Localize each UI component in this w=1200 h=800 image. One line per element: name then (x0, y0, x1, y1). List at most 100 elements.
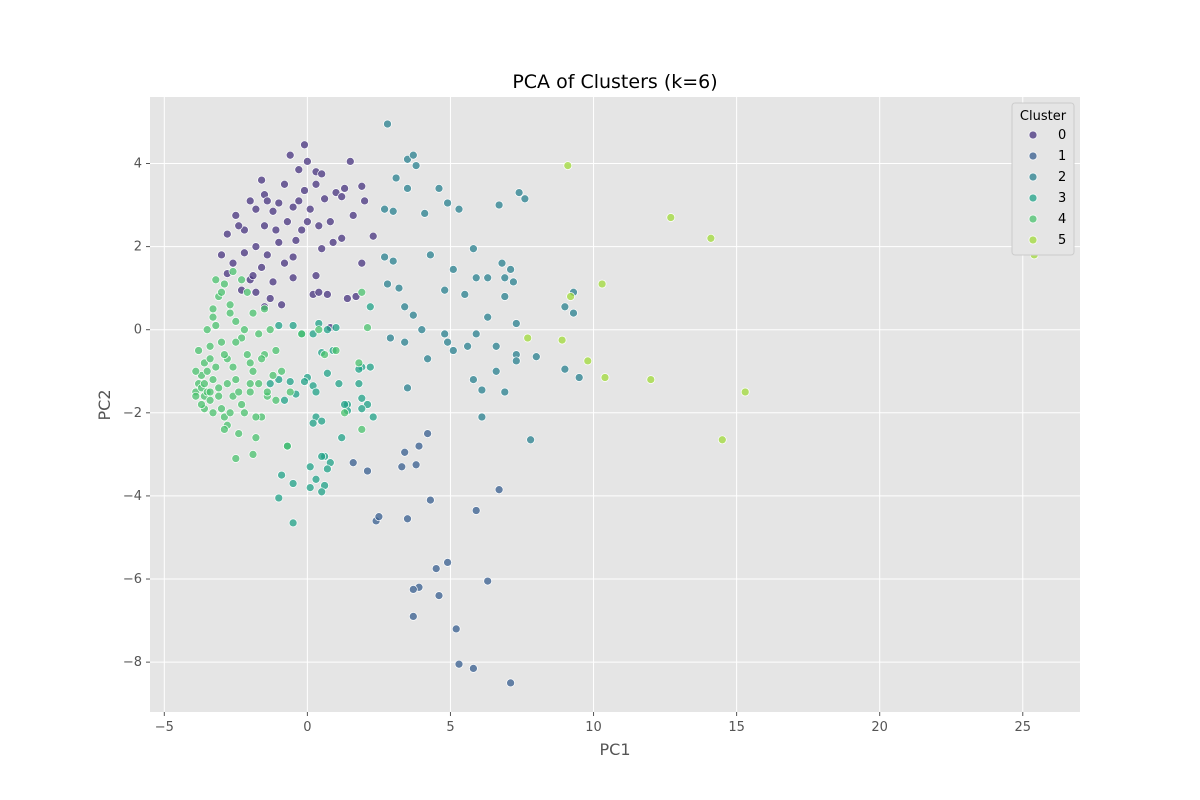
data-point-cluster-0 (268, 277, 278, 287)
data-point-cluster-2 (531, 352, 541, 362)
data-point-cluster-0 (274, 198, 284, 208)
data-point-cluster-5 (563, 161, 573, 170)
data-point-cluster-0 (320, 194, 329, 204)
data-point-cluster-4 (231, 337, 241, 347)
data-point-cluster-0 (325, 217, 335, 227)
data-point-cluster-2 (426, 250, 435, 260)
data-point-cluster-5 (740, 387, 750, 397)
data-point-cluster-3 (280, 395, 289, 405)
data-point-cluster-0 (351, 292, 361, 301)
data-point-cluster-3 (317, 452, 327, 461)
data-point-cluster-4 (200, 379, 209, 389)
data-point-cluster-4 (314, 325, 324, 335)
data-point-cluster-4 (251, 433, 261, 443)
data-point-cluster-0 (280, 179, 289, 189)
data-point-cluster-5 (706, 233, 716, 243)
data-point-cluster-0 (340, 184, 349, 193)
data-point-cluster-4 (251, 412, 261, 422)
data-point-cluster-0 (231, 211, 241, 220)
data-point-cluster-2 (560, 302, 570, 312)
data-point-cluster-0 (360, 196, 369, 206)
data-point-cluster-2 (511, 319, 521, 328)
data-point-cluster-2 (500, 292, 510, 301)
data-point-cluster-1 (403, 514, 412, 524)
data-point-cluster-1 (374, 512, 384, 522)
data-point-cluster-4 (237, 400, 246, 409)
data-point-cluster-4 (222, 379, 232, 389)
data-point-cluster-1 (506, 678, 515, 688)
data-point-cluster-4 (217, 337, 226, 347)
data-point-cluster-4 (245, 387, 255, 397)
legend-marker-cluster-1 (1028, 151, 1038, 161)
y-tick-label: 2 (134, 240, 142, 255)
data-point-cluster-1 (426, 495, 435, 505)
data-point-cluster-3 (311, 474, 321, 484)
data-point-cluster-0 (317, 244, 327, 254)
data-point-cluster-4 (277, 366, 286, 376)
x-axis-label: PC1 (600, 740, 631, 759)
y-tick-label: 4 (134, 156, 142, 171)
data-point-cluster-3 (340, 400, 349, 409)
data-point-cluster-2 (471, 329, 481, 339)
data-point-cluster-2 (448, 265, 458, 274)
data-point-cluster-4 (205, 395, 215, 405)
x-tick-label: 25 (1014, 720, 1031, 735)
data-point-cluster-2 (500, 387, 510, 397)
data-point-cluster-2 (388, 256, 398, 266)
data-point-cluster-0 (314, 287, 324, 297)
data-point-cluster-4 (240, 325, 249, 335)
data-point-cluster-4 (265, 325, 275, 335)
data-point-cluster-2 (497, 258, 507, 268)
data-point-cluster-4 (231, 317, 241, 326)
data-point-cluster-0 (274, 238, 284, 247)
data-point-cluster-2 (560, 364, 570, 374)
data-point-cluster-4 (228, 267, 238, 276)
data-point-cluster-3 (334, 379, 344, 389)
data-point-cluster-3 (305, 462, 315, 472)
data-point-cluster-3 (317, 487, 327, 497)
data-points (191, 119, 1039, 688)
data-point-cluster-2 (569, 308, 578, 318)
data-point-cluster-2 (477, 385, 487, 395)
data-point-cluster-0 (300, 140, 309, 150)
data-point-cluster-5 (717, 435, 727, 445)
data-point-cluster-1 (363, 466, 372, 476)
data-point-cluster-1 (348, 458, 358, 468)
x-tick-label: 5 (446, 720, 454, 735)
data-point-cluster-0 (262, 196, 272, 206)
y-tick-label: −4 (123, 489, 142, 504)
legend-box (1011, 102, 1075, 256)
data-point-cluster-4 (208, 408, 218, 418)
data-point-cluster-1 (411, 460, 421, 470)
data-point-cluster-2 (454, 204, 464, 214)
data-point-cluster-5 (666, 213, 676, 222)
data-point-cluster-0 (357, 258, 367, 268)
data-point-cluster-3 (277, 470, 286, 480)
data-point-cluster-3 (288, 479, 298, 488)
data-point-cluster-0 (305, 204, 315, 214)
data-point-cluster-3 (365, 302, 375, 312)
legend-marker-cluster-2 (1028, 172, 1038, 182)
data-point-cluster-4 (320, 350, 329, 359)
data-point-cluster-4 (285, 387, 295, 397)
data-point-cluster-4 (354, 358, 364, 368)
data-point-cluster-2 (420, 209, 430, 218)
data-point-cluster-4 (357, 425, 367, 434)
data-point-cluster-0 (271, 225, 281, 235)
data-point-cluster-4 (363, 323, 372, 332)
data-point-cluster-2 (469, 244, 478, 254)
data-point-cluster-4 (220, 350, 229, 359)
data-point-cluster-4 (214, 383, 224, 393)
data-point-cluster-2 (380, 204, 389, 214)
data-point-cluster-4 (234, 387, 244, 397)
data-point-cluster-2 (494, 200, 504, 210)
data-point-cluster-4 (205, 341, 215, 351)
data-point-cluster-0 (288, 252, 298, 262)
y-tick-label: −6 (123, 572, 142, 587)
data-point-cluster-0 (280, 258, 289, 268)
data-point-cluster-1 (397, 462, 407, 472)
legend-label-cluster-0: 0 (1058, 128, 1066, 143)
data-point-cluster-4 (211, 275, 221, 285)
